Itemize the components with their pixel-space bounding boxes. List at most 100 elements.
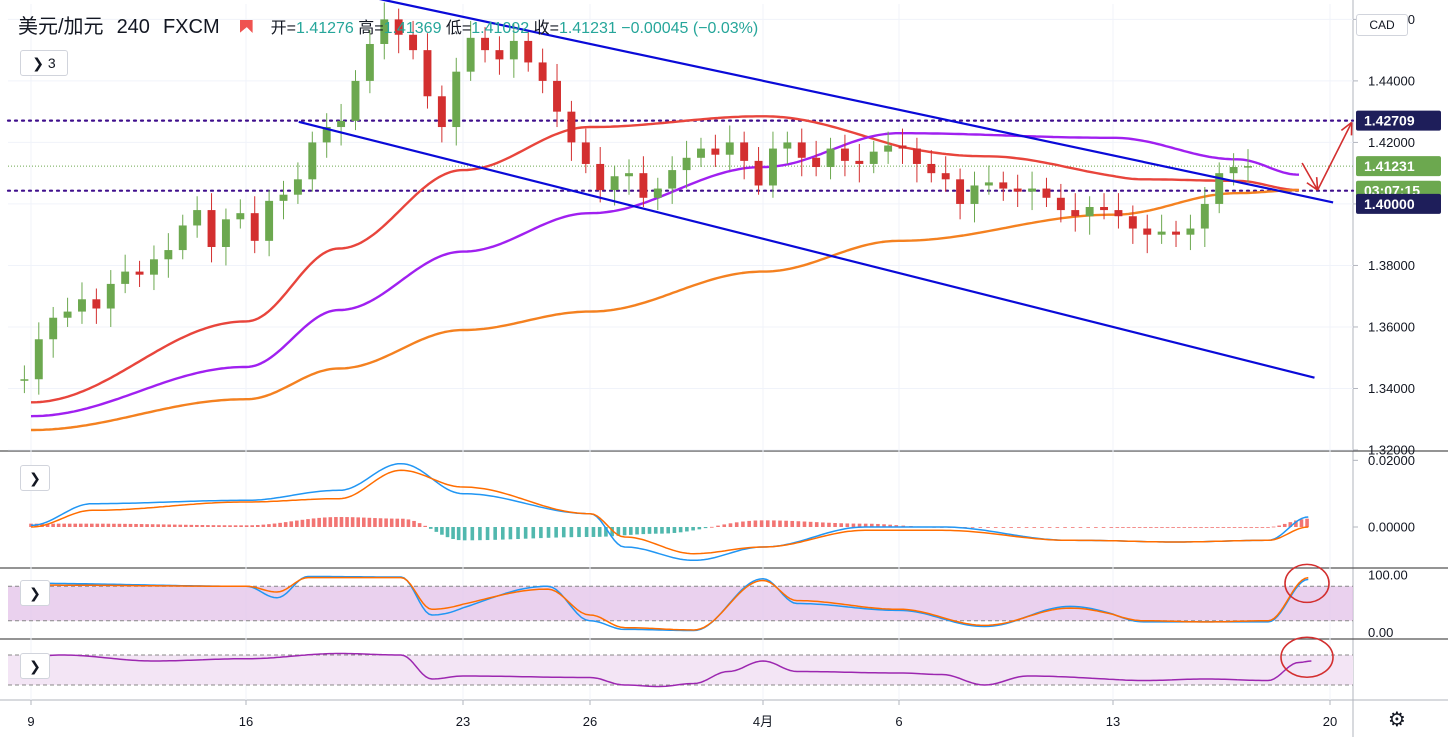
symbol-name[interactable]: 美元/加元 [18,10,104,39]
macd-hist-bar [184,525,188,527]
macd-hist-bar [373,518,377,527]
ohlc-readout: 开=1.41276 高=1.41369 低=1.41092 收=1.41231 … [271,14,759,38]
macd-hist-bar [1056,527,1060,528]
candle-body [942,173,950,179]
macd-hist-bar [1127,527,1131,528]
candle-body [668,170,676,188]
stoch-tick-label: 0.00 [1368,625,1393,640]
macd-hist-bar [471,527,475,540]
macd-hist-bar [435,527,439,532]
candle-body [236,213,244,219]
macd-hist-bar [223,525,227,527]
source-label: FXCM [163,16,220,39]
candle-body [352,81,360,121]
candle-body [1143,229,1151,235]
candle-body [625,173,633,176]
candle-body [697,149,705,158]
macd-hist-bar [1009,527,1013,528]
macd-hist-bar [1249,527,1253,528]
currency-tag[interactable]: CAD [1356,14,1408,36]
high-label: 高= [358,20,383,37]
macd-hist-bar [284,522,288,527]
macd-hist-bar [206,525,210,527]
rsi-legend-toggle[interactable]: ❯ [20,653,50,679]
macd-hist-bar [562,527,566,537]
chevron-right-icon: ❯ [32,55,44,72]
chart-header: 美元/加元 240 FXCM 开=1.41276 高=1.41369 低=1.4… [18,10,758,39]
candle-body [913,149,921,164]
candle-body [971,185,979,203]
macd-hist-bar [846,523,850,527]
annotation-arrow [1318,122,1352,190]
indicator-toggle-button[interactable]: ❯ 3 [20,50,68,76]
candle-body [827,149,835,167]
macd-hist-bar [716,526,720,527]
macd-hist-bar [1210,527,1214,528]
macd-hist-bar [1227,527,1231,528]
candle-body [740,142,748,160]
macd-hist-bar [463,527,467,540]
macd-hist-bar [273,524,277,527]
macd-hist-bar [704,527,708,528]
macd-hist-bar [478,527,482,540]
settings-gear-icon[interactable]: ⚙ [1388,707,1406,732]
macd-hist-bar [760,520,764,527]
macd-hist-bar [1143,527,1147,528]
candle-body [510,41,518,59]
macd-hist-bar [648,527,652,534]
macd-hist-bar [401,519,405,527]
flag-icon[interactable] [240,20,253,33]
stoch-legend-toggle[interactable]: ❯ [20,580,50,606]
macd-hist-bar [96,524,100,527]
macd-hist-bar [1121,527,1125,528]
candle-body [654,189,662,198]
macd-hist-bar [1266,527,1270,528]
candle-body [1201,204,1209,229]
candle-body [452,72,460,127]
macd-hist-bar [457,527,461,540]
candle-body [1014,189,1022,192]
change-value: −0.00045 (−0.03%) [621,20,758,37]
macd-hist-bar [1071,527,1075,528]
macd-hist-bar [351,517,355,527]
indicator-count: 3 [48,55,56,71]
macd-hist-bar [722,524,726,527]
candle-body [596,164,604,190]
macd-hist-bar [729,523,733,527]
macd-hist-bar [84,524,88,527]
macd-hist-bar [162,524,166,527]
candle-body [798,142,806,157]
macd-hist-bar [312,518,316,527]
macd-hist-bar [301,520,305,527]
macd-hist-bar [395,519,399,527]
macd-legend-toggle[interactable]: ❯ [20,465,50,491]
macd-hist-bar [666,527,670,533]
chevron-right-icon: ❯ [29,658,41,675]
macd-hist-bar [101,524,105,527]
macd-hist-bar [821,522,825,527]
macd-hist-bar [245,525,249,527]
candle-body [956,179,964,204]
macd-hist-bar [1048,527,1052,528]
interval-label[interactable]: 240 [117,16,150,39]
candle-body [107,284,115,309]
macd-hist-bar [440,527,444,535]
macd-hist-bar [797,521,801,527]
candle-body [1114,210,1122,216]
macd-hist-bar [815,522,819,527]
macd-hist-bar [306,519,310,527]
price-tick-label: 1.44000 [1368,73,1415,88]
macd-hist-bar [73,524,77,527]
macd-hist-bar [368,518,372,527]
price-tick-label: 1.42000 [1368,135,1415,150]
macd-hist-bar [839,523,843,527]
candle-body [308,142,316,179]
candle-body [35,339,43,379]
time-tick-label: 13 [1106,714,1120,729]
candle-body [711,149,719,155]
close-label: 收= [534,20,559,37]
macd-hist-bar [698,527,702,529]
candle-body [136,272,144,275]
